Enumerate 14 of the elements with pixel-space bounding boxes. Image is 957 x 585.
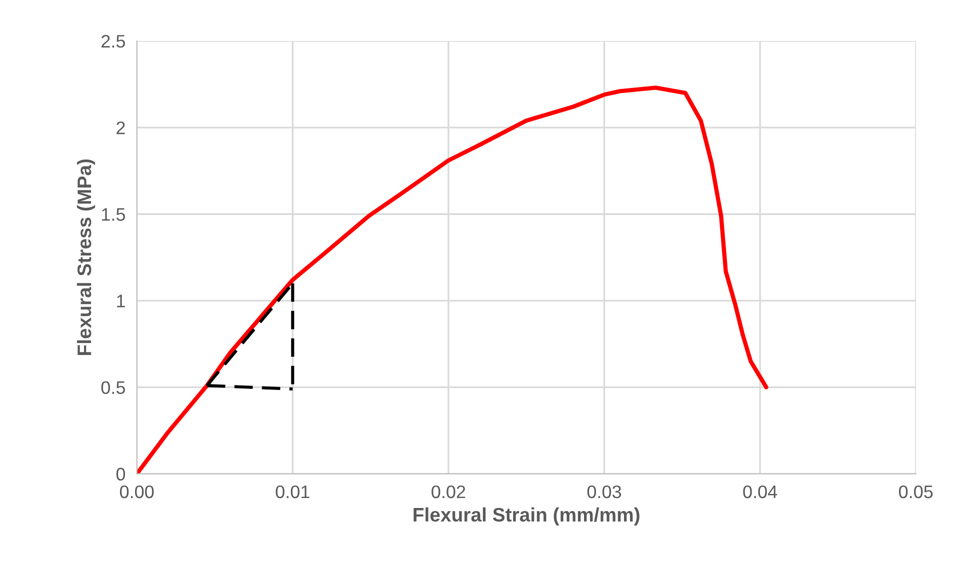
y-tick-label: 2 [116, 121, 125, 134]
x-tick-label: 0.03 [587, 485, 622, 498]
x-axis-title: Flexural Strain (mm/mm) [414, 507, 640, 526]
y-tick-label: 2.5 [102, 34, 125, 48]
x-tick-label: 0.01 [276, 485, 310, 498]
x-tick-label: 0.05 [898, 485, 933, 498]
x-tick-label: 0.04 [743, 485, 778, 498]
y-tick-label: 1 [117, 294, 125, 308]
x-tick-label: 0.02 [432, 485, 466, 498]
y-tick-label: 1.5 [102, 208, 125, 221]
y-axis-title: Flexural Stress (MPa) [76, 159, 96, 355]
x-tick-label: 0.00 [120, 485, 154, 498]
y-tick-label: 0 [116, 468, 126, 481]
y-tick-label: 0.5 [101, 381, 125, 394]
